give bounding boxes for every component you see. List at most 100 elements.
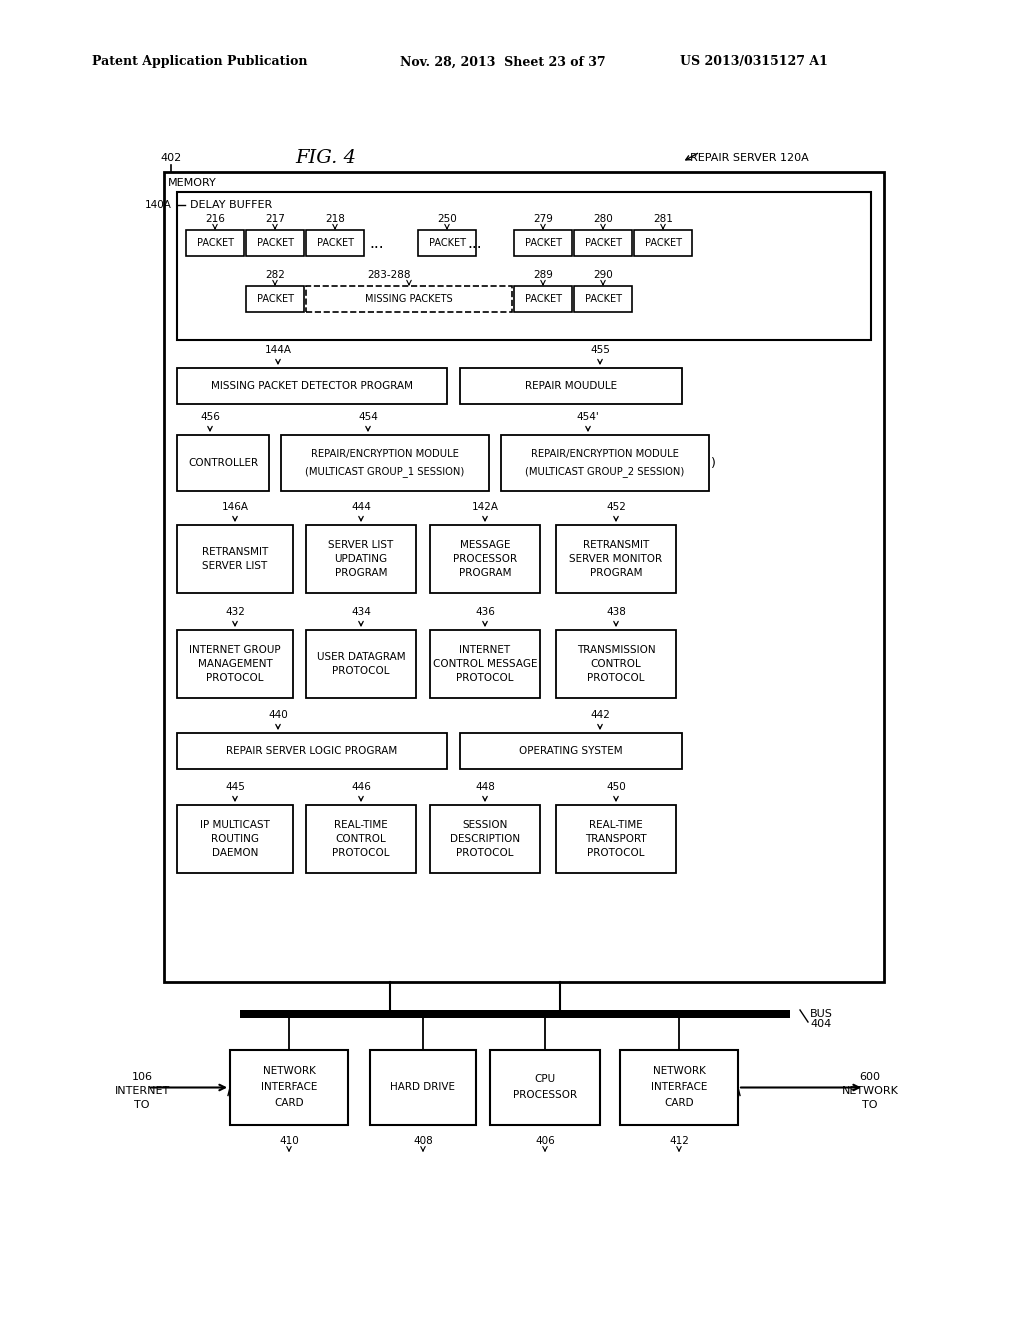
- Text: CARD: CARD: [274, 1098, 304, 1109]
- Text: 410: 410: [280, 1137, 299, 1146]
- Text: ...: ...: [370, 235, 384, 251]
- Bar: [514, 230, 572, 256]
- Text: REPAIR MOUDULE: REPAIR MOUDULE: [525, 381, 617, 391]
- Bar: [306, 230, 364, 256]
- Text: US 2013/0315127 A1: US 2013/0315127 A1: [680, 55, 827, 69]
- Text: PROGRAM: PROGRAM: [590, 568, 642, 578]
- Text: ...: ...: [468, 235, 482, 251]
- Text: MISSING PACKETS: MISSING PACKETS: [366, 294, 453, 304]
- Text: RETRANSMIT: RETRANSMIT: [583, 540, 649, 550]
- Text: PACKET: PACKET: [585, 238, 622, 248]
- Text: PACKET: PACKET: [256, 294, 294, 304]
- Text: MEMORY: MEMORY: [168, 178, 217, 187]
- Bar: [246, 286, 304, 312]
- Bar: [430, 525, 540, 593]
- Bar: [370, 1049, 476, 1125]
- Text: RETRANSMIT: RETRANSMIT: [202, 546, 268, 557]
- Text: DELAY BUFFER: DELAY BUFFER: [190, 201, 272, 210]
- Bar: [177, 805, 293, 873]
- Text: Patent Application Publication: Patent Application Publication: [92, 55, 307, 69]
- Bar: [177, 630, 293, 698]
- Text: MISSING PACKET DETECTOR PROGRAM: MISSING PACKET DETECTOR PROGRAM: [211, 381, 413, 391]
- Bar: [246, 230, 304, 256]
- Text: CONTROLLER: CONTROLLER: [188, 458, 258, 469]
- Text: SERVER LIST: SERVER LIST: [329, 540, 393, 550]
- Text: PROTOCOL: PROTOCOL: [587, 673, 645, 682]
- Text: PROTOCOL: PROTOCOL: [587, 847, 645, 858]
- Text: 142A: 142A: [471, 502, 499, 512]
- Bar: [556, 630, 676, 698]
- Bar: [620, 1049, 738, 1125]
- Text: 408: 408: [413, 1137, 433, 1146]
- Text: PACKET: PACKET: [644, 238, 682, 248]
- Text: CPU: CPU: [535, 1074, 556, 1085]
- Text: 438: 438: [606, 607, 626, 616]
- Bar: [574, 230, 632, 256]
- Text: PACKET: PACKET: [524, 238, 561, 248]
- Text: PROTOCOL: PROTOCOL: [332, 667, 390, 676]
- Text: 412: 412: [669, 1137, 689, 1146]
- Text: DAEMON: DAEMON: [212, 847, 258, 858]
- Text: 283-288: 283-288: [368, 271, 411, 280]
- Text: PROTOCOL: PROTOCOL: [206, 673, 264, 682]
- Text: TRANSPORT: TRANSPORT: [585, 834, 647, 843]
- Text: INTERFACE: INTERFACE: [651, 1082, 708, 1093]
- Text: PROGRAM: PROGRAM: [335, 568, 387, 578]
- Text: 289: 289: [534, 271, 553, 280]
- Text: ROUTING: ROUTING: [211, 834, 259, 843]
- Text: PACKET: PACKET: [428, 238, 466, 248]
- Bar: [164, 172, 884, 982]
- Bar: [556, 525, 676, 593]
- Text: 450: 450: [606, 781, 626, 792]
- Text: PROTOCOL: PROTOCOL: [457, 673, 514, 682]
- Text: 454: 454: [358, 412, 378, 422]
- Text: 442: 442: [590, 710, 610, 719]
- Text: 455: 455: [590, 345, 610, 355]
- Text: PACKET: PACKET: [256, 238, 294, 248]
- Text: 402: 402: [160, 153, 181, 162]
- Bar: [574, 286, 632, 312]
- Bar: [556, 805, 676, 873]
- Bar: [230, 1049, 348, 1125]
- Text: REPAIR/ENCRYPTION MODULE: REPAIR/ENCRYPTION MODULE: [311, 449, 459, 459]
- Text: CARD: CARD: [665, 1098, 694, 1109]
- Text: IP MULTICAST: IP MULTICAST: [200, 820, 270, 830]
- Text: SESSION: SESSION: [462, 820, 508, 830]
- Text: PROTOCOL: PROTOCOL: [332, 847, 390, 858]
- Text: CONTROL: CONTROL: [336, 834, 386, 843]
- Text: OPERATING SYSTEM: OPERATING SYSTEM: [519, 746, 623, 756]
- Text: INTERFACE: INTERFACE: [261, 1082, 317, 1093]
- Text: REAL-TIME: REAL-TIME: [334, 820, 388, 830]
- Text: SERVER LIST: SERVER LIST: [203, 561, 267, 572]
- Text: TRANSMISSION: TRANSMISSION: [577, 645, 655, 655]
- Text: 290: 290: [593, 271, 613, 280]
- Text: 216: 216: [205, 214, 225, 224]
- Text: 218: 218: [325, 214, 345, 224]
- Text: INTERNET: INTERNET: [115, 1086, 170, 1097]
- Text: REPAIR SERVER LOGIC PROGRAM: REPAIR SERVER LOGIC PROGRAM: [226, 746, 397, 756]
- Text: PROCESSOR: PROCESSOR: [513, 1090, 578, 1101]
- Text: MESSAGE: MESSAGE: [460, 540, 510, 550]
- Text: PACKET: PACKET: [524, 294, 561, 304]
- Text: 406: 406: [536, 1137, 555, 1146]
- Text: INTERNET GROUP: INTERNET GROUP: [189, 645, 281, 655]
- Bar: [240, 1010, 790, 1018]
- Text: DESCRIPTION: DESCRIPTION: [450, 834, 520, 843]
- Text: 279: 279: [534, 214, 553, 224]
- Bar: [460, 368, 682, 404]
- Text: PACKET: PACKET: [316, 238, 353, 248]
- Text: 281: 281: [653, 214, 673, 224]
- Text: ): ): [711, 457, 716, 470]
- Text: PACKET: PACKET: [197, 238, 233, 248]
- Bar: [177, 436, 269, 491]
- Bar: [501, 436, 709, 491]
- Text: 144A: 144A: [264, 345, 292, 355]
- Text: TO: TO: [134, 1101, 150, 1110]
- Text: (MULTICAST GROUP_1 SESSION): (MULTICAST GROUP_1 SESSION): [305, 466, 465, 478]
- Bar: [634, 230, 692, 256]
- Text: 446: 446: [351, 781, 371, 792]
- Text: REPAIR SERVER 120A: REPAIR SERVER 120A: [690, 153, 809, 162]
- Bar: [177, 368, 447, 404]
- Bar: [306, 525, 416, 593]
- Text: 434: 434: [351, 607, 371, 616]
